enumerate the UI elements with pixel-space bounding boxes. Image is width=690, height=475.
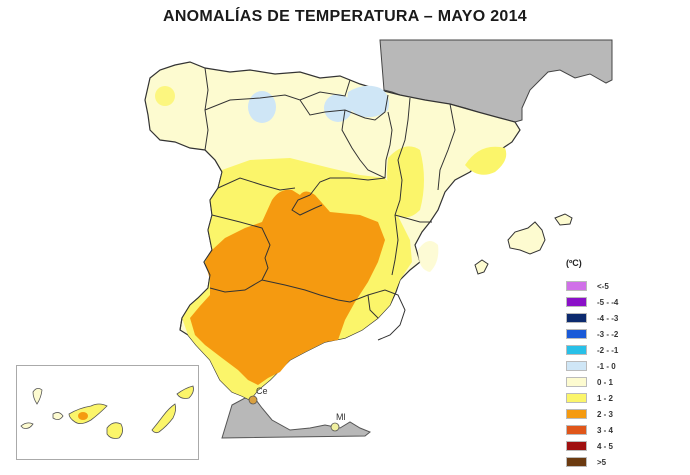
legend-swatch <box>566 441 587 451</box>
legend-item: 4 - 5 <box>566 438 636 454</box>
anomaly-zone-minus1-0-cantabria <box>324 94 352 122</box>
legend-swatch <box>566 329 587 339</box>
legend-label: -4 - -3 <box>597 313 619 323</box>
legend-swatch <box>566 297 587 307</box>
legend-label: 4 - 5 <box>597 441 614 451</box>
la-gomera <box>52 412 64 420</box>
legend-swatch <box>566 377 587 387</box>
anomaly-zone-0-1-valencia <box>418 241 439 272</box>
lanzarote <box>176 385 194 399</box>
legend-item: -2 - -1 <box>566 342 636 358</box>
canary-islands-inset <box>16 365 199 460</box>
ceuta-marker <box>248 395 258 405</box>
mallorca <box>507 221 546 255</box>
tenerife <box>68 403 108 424</box>
legend-label: -3 - -2 <box>597 329 619 339</box>
legend-item: -5 - -4 <box>566 294 636 310</box>
legend-swatch <box>566 281 587 291</box>
portugal-border <box>179 149 223 331</box>
legend-label: -5 - -4 <box>597 297 619 307</box>
legend-label: 3 - 4 <box>597 425 614 435</box>
legend-label: >5 <box>597 457 607 467</box>
legend-swatch <box>566 425 587 435</box>
melilla-label: Ml <box>336 412 346 422</box>
legend-item: -4 - -3 <box>566 310 636 326</box>
legend-label: -1 - 0 <box>597 361 616 371</box>
anomaly-zone-1-2-galicia <box>155 86 175 106</box>
legend-label: -2 - -1 <box>597 345 619 355</box>
legend-item: -1 - 0 <box>566 358 636 374</box>
legend-label: 1 - 2 <box>597 393 614 403</box>
menorca <box>554 213 573 226</box>
legend-item: 2 - 3 <box>566 406 636 422</box>
legend-unit: (ºC) <box>566 258 582 268</box>
legend-swatch <box>566 313 587 323</box>
legend-item: 1 - 2 <box>566 390 636 406</box>
legend-item: 3 - 4 <box>566 422 636 438</box>
legend-item: >5 <box>566 454 636 470</box>
anomaly-zone-1-2-catalonia <box>465 146 507 175</box>
balearic-islands <box>474 213 573 275</box>
canary-islands-map <box>20 385 194 439</box>
la-palma <box>32 388 43 405</box>
region-borders <box>204 67 456 341</box>
map-title: ANOMALÍAS DE TEMPERATURA – MAYO 2014 <box>162 8 528 25</box>
anomaly-zone-minus1-0-basque-navarra <box>347 85 389 118</box>
legend-label: 0 - 1 <box>597 377 614 387</box>
legend-label: <-5 <box>597 281 609 291</box>
legend-item: <-5 <box>566 278 636 294</box>
north-africa-region <box>221 397 371 439</box>
legend-label: 2 - 3 <box>597 409 614 419</box>
legend-swatch <box>566 457 587 467</box>
legend-item: -3 - -2 <box>566 326 636 342</box>
anomaly-zone-minus1-0-asturias <box>248 91 276 123</box>
anomaly-zone-2-3 <box>190 189 385 385</box>
ibiza <box>474 259 489 275</box>
tenerife-hotspot <box>78 412 88 420</box>
legend: (ºC) <-5 -5 - -4 -4 - -3 -3 - -2 -2 - -1… <box>566 258 636 470</box>
legend-swatch <box>566 361 587 371</box>
legend-swatch <box>566 393 587 403</box>
gran-canaria <box>106 422 123 439</box>
legend-swatch <box>566 409 587 419</box>
legend-item: 0 - 1 <box>566 374 636 390</box>
ceuta-label: Ce <box>256 386 268 396</box>
anomaly-zone-1-2-east <box>387 146 424 218</box>
el-hierro <box>20 422 34 429</box>
legend-swatch <box>566 345 587 355</box>
fuerteventura <box>151 403 177 434</box>
melilla-marker <box>330 422 340 432</box>
